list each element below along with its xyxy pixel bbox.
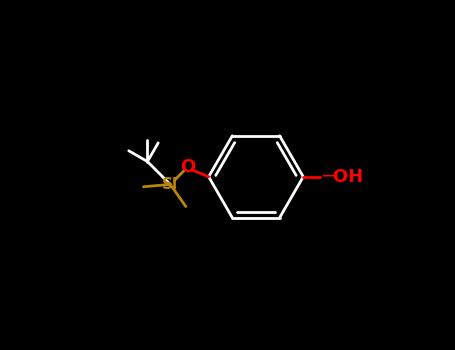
Text: Si: Si bbox=[162, 177, 178, 192]
Text: ─OH: ─OH bbox=[322, 168, 363, 186]
Text: O: O bbox=[180, 158, 195, 176]
